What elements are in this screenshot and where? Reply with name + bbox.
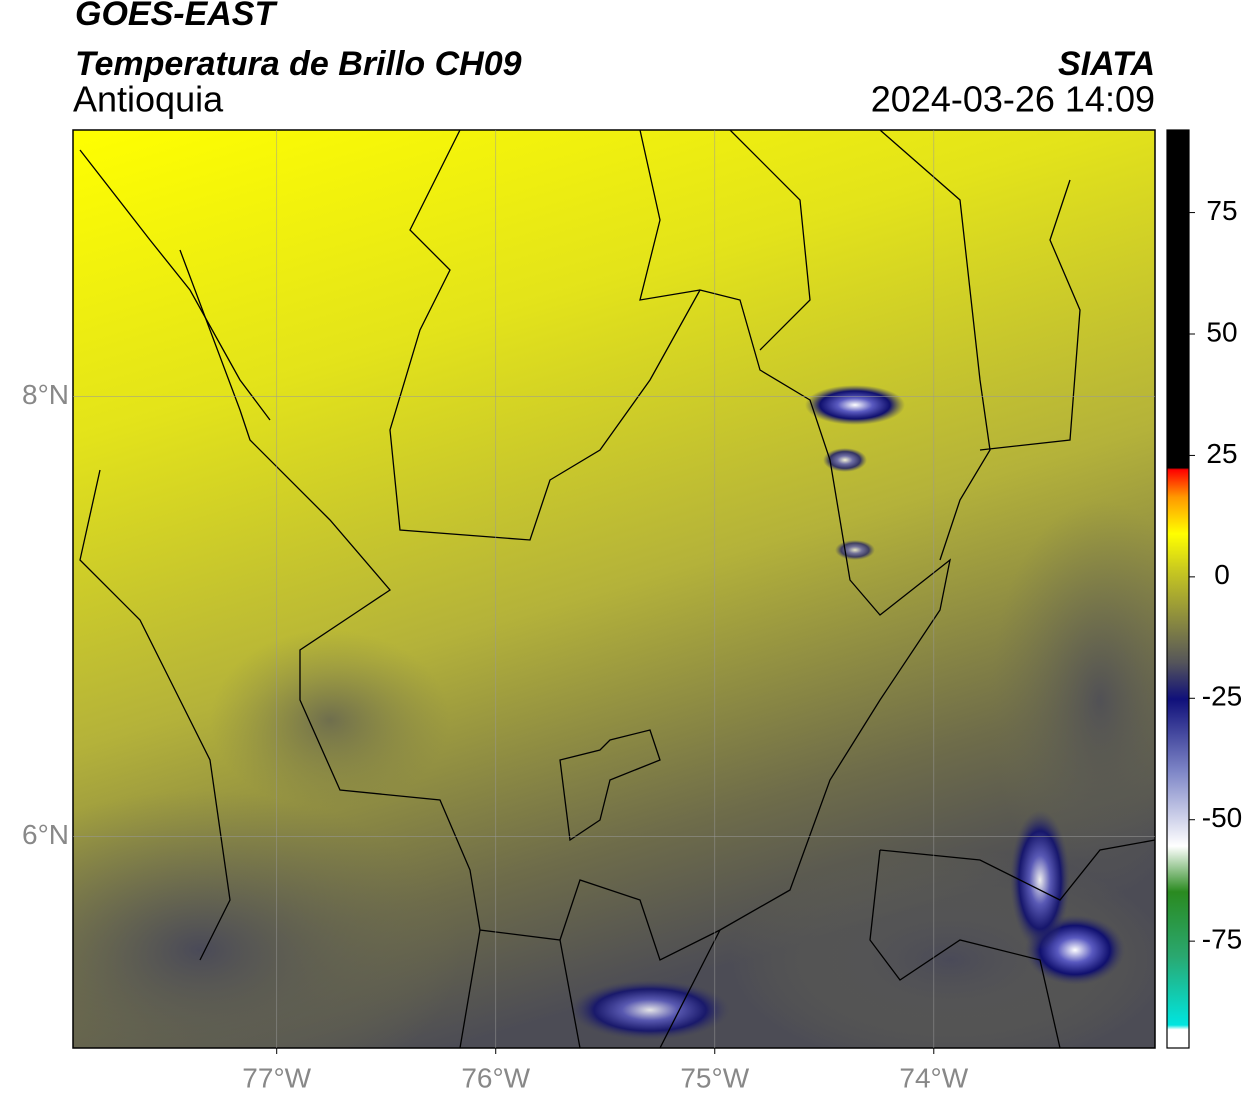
colorbar bbox=[1166, 129, 1190, 1049]
title: GOES-EAST bbox=[75, 0, 278, 33]
map-field bbox=[73, 130, 1155, 1048]
y-tick-label: 8°N bbox=[22, 379, 69, 410]
colorbar-tick-label: 25 bbox=[1206, 438, 1237, 469]
colorbar-tick-label: -75 bbox=[1202, 924, 1242, 955]
datetime: 2024-03-26 14:09 bbox=[871, 79, 1155, 120]
source: SIATA bbox=[1058, 45, 1155, 83]
colorbar-tick-label: 75 bbox=[1206, 195, 1237, 226]
colorbar-tick-label: 50 bbox=[1206, 316, 1237, 347]
subtitle: Temperatura de Brillo CH09 bbox=[75, 45, 522, 83]
x-tick-label: 76°W bbox=[461, 1062, 530, 1093]
colorbar-tick-label: -25 bbox=[1202, 681, 1242, 712]
x-tick-label: 75°W bbox=[680, 1062, 749, 1093]
y-tick-label: 6°N bbox=[22, 819, 69, 850]
x-tick-label: 77°W bbox=[242, 1062, 311, 1093]
region: Antioquia bbox=[73, 79, 224, 120]
colorbar-tick-label: 0 bbox=[1214, 559, 1230, 590]
map-frame bbox=[72, 129, 1156, 1049]
x-tick-label: 74°W bbox=[899, 1062, 968, 1093]
colorbar-tick-label: -50 bbox=[1202, 802, 1242, 833]
